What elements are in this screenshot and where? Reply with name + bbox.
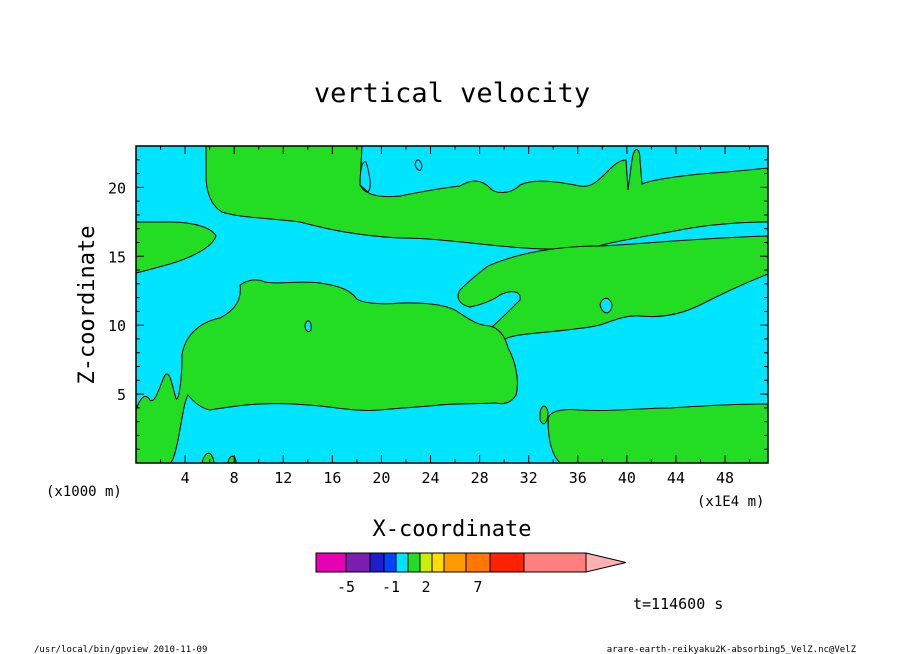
x-tick-label: 36 bbox=[569, 469, 587, 487]
colorbar-arrow bbox=[585, 552, 627, 573]
colorbar-segment bbox=[345, 552, 371, 573]
y-tick-label: 15 bbox=[108, 248, 126, 266]
x-tick-label: 48 bbox=[716, 469, 734, 487]
colorbar-segment bbox=[395, 552, 409, 573]
colorbar-segment bbox=[465, 552, 491, 573]
upper-positive-region bbox=[205, 145, 769, 250]
colorbar-label: 7 bbox=[473, 578, 482, 596]
x-tick-label: 28 bbox=[471, 469, 489, 487]
hole-a bbox=[359, 161, 371, 193]
colorbar-segment bbox=[315, 552, 347, 573]
chart-title: vertical velocity bbox=[314, 78, 590, 109]
y-axis-label: Z-coordinate bbox=[75, 226, 100, 385]
hole-b bbox=[414, 159, 423, 171]
x-tick-label: 12 bbox=[274, 469, 292, 487]
plot-frame bbox=[135, 145, 769, 464]
colorbar-segment bbox=[383, 552, 397, 573]
x-axis-ticks bbox=[160, 146, 751, 463]
x-unit-right: (x1E4 m) bbox=[697, 494, 764, 510]
y-tick-label: 5 bbox=[117, 386, 126, 404]
x-tick-labels: 4 8 12 16 20 24 28 32 36 40 44 48 bbox=[181, 469, 735, 487]
colorbar-labels: -5 -1 2 7 bbox=[337, 578, 483, 596]
y-axis-ticks bbox=[136, 159, 768, 450]
x-tick-label: 24 bbox=[421, 469, 439, 487]
colorbar-segment bbox=[431, 552, 445, 573]
positive-regions bbox=[135, 145, 769, 464]
hole-d bbox=[599, 297, 613, 314]
x-axis-label: X-coordinate bbox=[373, 517, 532, 542]
x-tick-label: 32 bbox=[520, 469, 538, 487]
x-unit-left: (x1000 m) bbox=[46, 484, 122, 500]
colorbar-label: 2 bbox=[421, 578, 430, 596]
y-tick-labels: 5 10 15 20 bbox=[108, 179, 126, 404]
colorbar-segment bbox=[369, 552, 385, 573]
colorbar-segment bbox=[419, 552, 433, 573]
colorbar-segment bbox=[489, 552, 525, 573]
central-positive-region bbox=[135, 279, 518, 464]
colorbar-label: -1 bbox=[382, 578, 400, 596]
colorbar-segment bbox=[407, 552, 421, 573]
x-tick-label: 16 bbox=[323, 469, 341, 487]
time-label: t=114600 s bbox=[633, 595, 723, 613]
colorbar bbox=[315, 552, 627, 573]
right-upper-positive-region bbox=[457, 235, 769, 347]
lower-right-positive-region bbox=[547, 403, 769, 464]
small-cell-a bbox=[539, 405, 549, 425]
x-tick-label: 8 bbox=[230, 469, 239, 487]
colorbar-label: -5 bbox=[337, 578, 355, 596]
footer-right: arare-earth-reikyaku2K-absorbing5_VelZ.n… bbox=[607, 645, 857, 654]
colorbar-segment bbox=[523, 552, 587, 573]
x-tick-label: 4 bbox=[181, 469, 190, 487]
x-tick-label: 40 bbox=[618, 469, 636, 487]
x-tick-label: 44 bbox=[667, 469, 685, 487]
hole-c bbox=[304, 320, 312, 333]
left-positive-region bbox=[135, 221, 217, 274]
x-tick-label: 20 bbox=[372, 469, 390, 487]
y-tick-label: 10 bbox=[108, 317, 126, 335]
colorbar-segment bbox=[443, 552, 467, 573]
y-tick-label: 20 bbox=[108, 179, 126, 197]
footer-left: /usr/local/bin/gpview 2010-11-09 bbox=[34, 645, 207, 654]
negative-holes bbox=[304, 159, 613, 333]
